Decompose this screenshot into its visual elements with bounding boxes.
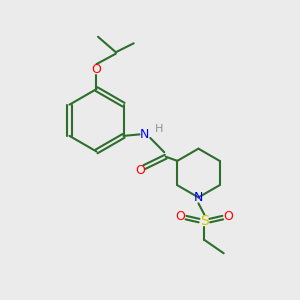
Text: S: S bbox=[200, 214, 209, 228]
Text: O: O bbox=[223, 210, 233, 223]
Text: N: N bbox=[194, 191, 203, 204]
Text: O: O bbox=[92, 63, 101, 76]
Text: O: O bbox=[135, 164, 145, 177]
Text: O: O bbox=[176, 210, 185, 223]
Text: H: H bbox=[155, 124, 164, 134]
Text: N: N bbox=[140, 128, 150, 141]
